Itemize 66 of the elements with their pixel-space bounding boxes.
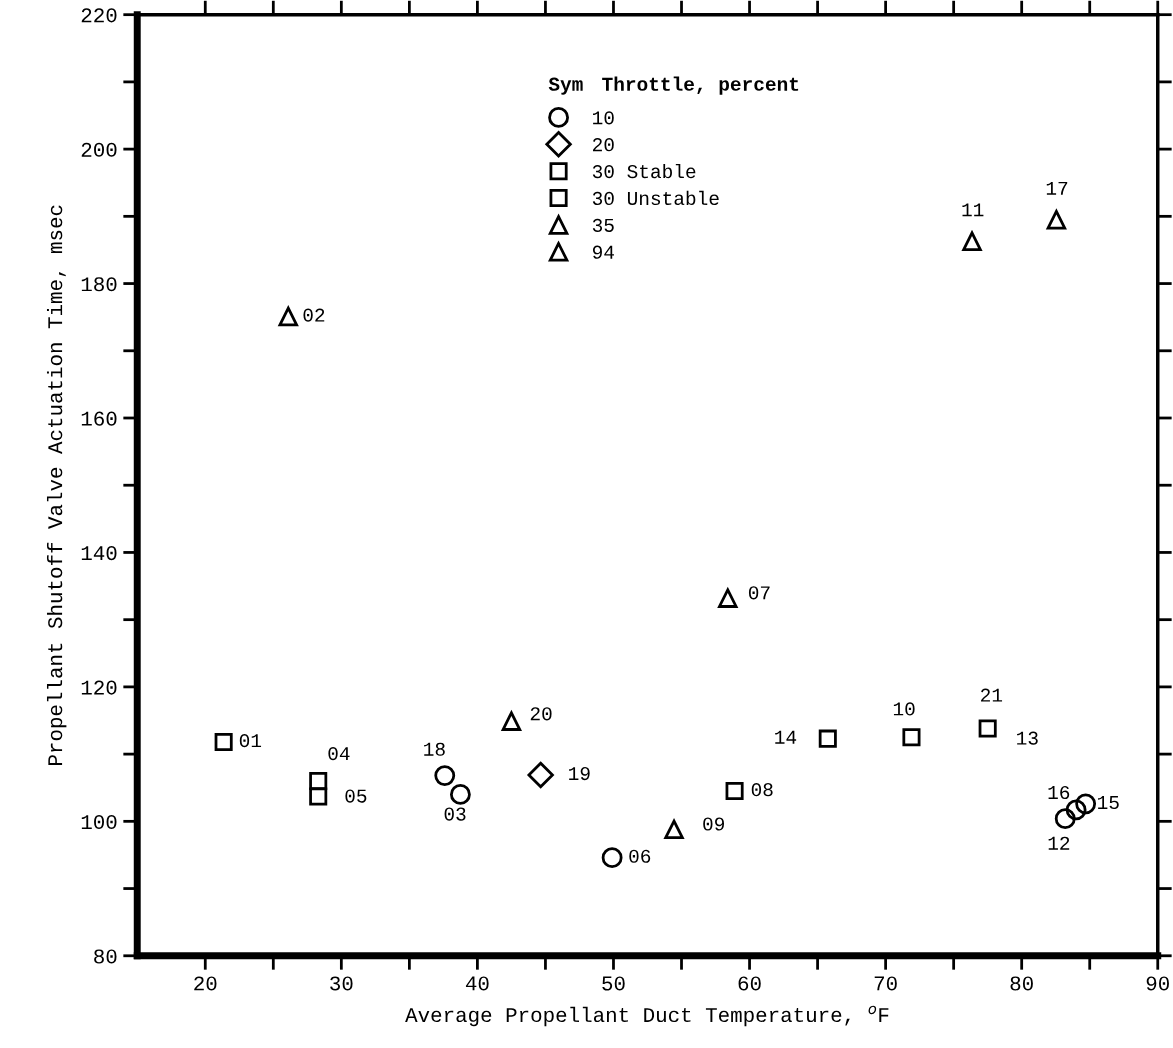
point	[309, 787, 328, 806]
annotation: 19	[569, 766, 590, 781]
legend-label: 30 Stable	[592, 163, 696, 179]
point	[278, 306, 298, 327]
annotation: 06	[629, 849, 651, 863]
legend-label: 35	[592, 218, 614, 232]
x-axis-title: Average Propellant Duct Temperature, $^{o}$F	[405, 1005, 889, 1027]
annotation: 18	[424, 742, 445, 756]
x-tick-label: 20	[194, 976, 217, 991]
annotation: 17	[1046, 181, 1068, 195]
legend-title: Throttle, percent	[602, 76, 799, 95]
point	[962, 231, 982, 251]
annotation: Sym	[548, 77, 583, 95]
legend-label: 94	[592, 245, 614, 259]
annotation: 15	[1098, 796, 1119, 810]
annotation: 13	[1017, 731, 1038, 745]
annotation: 12	[1048, 836, 1070, 850]
annotation: 16	[1048, 785, 1070, 800]
annotation: 21	[981, 688, 1003, 702]
y-axis-title: Propellant Shutoff Valve Actuation Time, msec	[46, 205, 67, 765]
point	[214, 732, 233, 752]
point	[1065, 799, 1087, 821]
point	[902, 728, 921, 747]
point	[718, 588, 738, 608]
annotation: 11	[962, 203, 984, 217]
point	[1054, 808, 1076, 830]
annotation: 09	[703, 817, 725, 831]
annotation: 08	[751, 783, 773, 797]
legend-label: 10	[593, 111, 614, 125]
point	[1046, 209, 1067, 230]
point	[434, 765, 456, 787]
y-tick-label: 220	[81, 8, 117, 23]
y-tick-label: 180	[81, 277, 117, 292]
x-tick-label: 50	[602, 976, 625, 991]
y-tick-label: 120	[81, 680, 117, 695]
x-tick-label: 70	[874, 976, 897, 991]
annotation: 05	[345, 789, 367, 803]
annotation: 07	[748, 586, 770, 600]
point	[818, 729, 837, 748]
y-tick-label: 160	[81, 411, 117, 426]
annotation: 04	[328, 747, 350, 761]
point	[449, 784, 471, 805]
annotation: 01	[239, 734, 262, 748]
y-tick-label: 80	[94, 949, 117, 964]
legend-label: 30 Unstable	[592, 190, 719, 206]
y-tick-label: 100	[81, 814, 117, 830]
point	[1075, 793, 1097, 815]
x-tick-label: 60	[738, 976, 761, 991]
annotation: 03	[444, 807, 466, 821]
point	[725, 782, 744, 801]
legend-label: 20	[593, 138, 614, 152]
annotation: 14	[775, 730, 797, 744]
y-tick-label: 200	[81, 142, 117, 157]
x-tick-label: 90	[1146, 976, 1169, 991]
annotation: 02	[303, 308, 325, 322]
point	[501, 711, 522, 731]
y-tick-label: 140	[81, 546, 117, 561]
x-tick-label: 40	[465, 976, 489, 991]
point	[527, 761, 554, 789]
x-tick-label: 30	[330, 976, 353, 991]
annotation: 20	[530, 707, 552, 721]
annotation: 10	[893, 702, 915, 716]
point	[664, 819, 684, 840]
x-tick-label: 80	[1010, 976, 1033, 991]
point	[601, 847, 623, 869]
point	[978, 719, 997, 738]
